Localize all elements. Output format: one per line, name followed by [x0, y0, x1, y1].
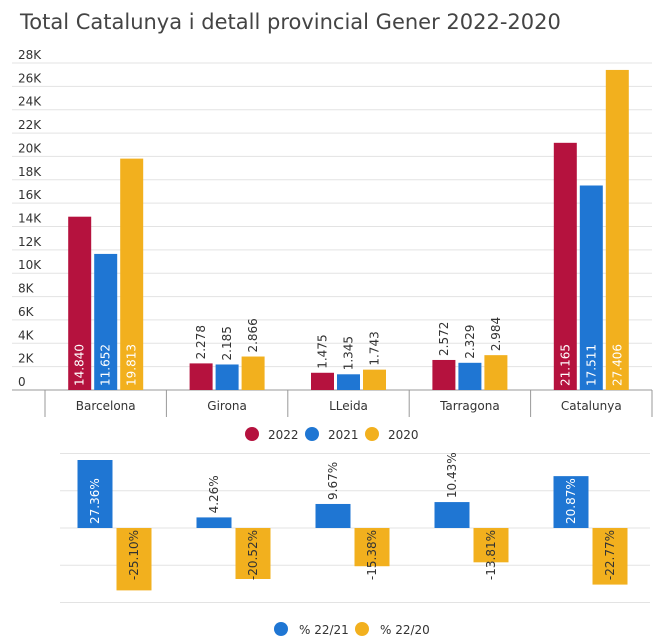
- legend-marker: [305, 427, 319, 441]
- data-label: 2.329: [463, 324, 477, 358]
- y-tick-label: 26K: [18, 71, 42, 85]
- bar-2021: [215, 364, 239, 390]
- bar-% 22/20: [116, 528, 152, 591]
- bar-% 22/21: [196, 517, 232, 528]
- y-tick-label: 16K: [18, 188, 42, 202]
- y-tick-label: 20K: [18, 141, 42, 155]
- data-label: 2.572: [437, 322, 451, 356]
- bar-2020: [605, 69, 629, 390]
- category-label: Tarragona: [439, 399, 500, 413]
- bar-2022: [68, 216, 92, 390]
- bar-2022: [189, 363, 213, 390]
- y-tick-label: 8K: [18, 282, 35, 296]
- bar-2020: [241, 356, 265, 390]
- bar-% 22/21: [315, 503, 351, 528]
- data-label: 19.813: [125, 344, 139, 386]
- data-label: -15.38%: [365, 530, 379, 580]
- bar-% 22/21: [553, 476, 589, 528]
- data-label: 4.26%: [207, 475, 221, 513]
- data-label: 27.406: [610, 344, 624, 386]
- chart-title: Total Catalunya i detall provincial Gene…: [20, 10, 561, 34]
- bar-% 22/21: [434, 502, 470, 528]
- data-label: 11.652: [99, 344, 113, 386]
- data-label: 1.475: [316, 334, 330, 368]
- y-tick-label: 28K: [18, 48, 42, 62]
- bar-2022: [311, 372, 334, 390]
- data-label: -13.81%: [484, 530, 498, 580]
- legend-marker: [245, 427, 259, 441]
- legend-label: 2020: [388, 428, 419, 442]
- legend-marker: [365, 427, 379, 441]
- y-tick-label: 22K: [18, 118, 42, 132]
- y-tick-label: 10K: [18, 258, 42, 272]
- provincial-totals-chart: 0 2K 4K 6K 8K 10K 12K 14K 16K 18K 20K 22K 24K 26K 28K B…: [12, 48, 653, 442]
- y-tick-label: 2K: [18, 352, 35, 366]
- bar-% 22/21: [77, 460, 113, 528]
- data-label: 14.840: [73, 344, 87, 386]
- y-tick-label: 24K: [18, 95, 42, 109]
- bar-2022: [553, 142, 577, 390]
- y-tick-label: 18K: [18, 165, 42, 179]
- category-label: Girona: [207, 399, 247, 413]
- bar-2020: [484, 355, 508, 390]
- bar-2020: [363, 369, 386, 390]
- data-label: 1.345: [342, 336, 356, 370]
- data-label: 17.511: [584, 344, 598, 386]
- legend-marker: [274, 622, 288, 636]
- data-label: 9.67%: [326, 462, 340, 500]
- bar-2022: [432, 359, 456, 390]
- bar-% 22/20: [354, 528, 390, 567]
- bar-2020: [120, 158, 144, 390]
- y-tick-label: 6K: [18, 305, 35, 319]
- legend-label: % 22/20: [380, 623, 430, 637]
- data-label: -22.77%: [603, 530, 617, 580]
- bar-2021: [458, 362, 482, 390]
- data-label: 2.185: [220, 326, 234, 360]
- bar-2021: [579, 185, 603, 390]
- data-label: 2.866: [246, 318, 260, 352]
- legend-label: 2021: [328, 428, 359, 442]
- legend-marker: [355, 622, 369, 636]
- category-label: LLeida: [329, 399, 368, 413]
- data-label: 20.87%: [564, 478, 578, 524]
- legend-label: % 22/21: [299, 623, 349, 637]
- category-label: Barcelona: [76, 399, 136, 413]
- y-tick-label: 0: [18, 375, 26, 389]
- bar-2021: [337, 374, 360, 390]
- data-label: 2.984: [489, 317, 503, 351]
- y-tick-label: 12K: [18, 235, 42, 249]
- data-label: 27.36%: [88, 478, 102, 524]
- data-label: -20.52%: [246, 530, 260, 580]
- legend-label: 2022: [268, 428, 299, 442]
- y-tick-label: 4K: [18, 328, 35, 342]
- category-label: Catalunya: [561, 399, 622, 413]
- bar-% 22/20: [235, 528, 271, 579]
- data-label: 10.43%: [445, 452, 459, 498]
- data-label: -25.10%: [127, 530, 141, 580]
- y-tick-label: 14K: [18, 212, 42, 226]
- data-label: 21.165: [558, 344, 572, 386]
- data-label: 1.743: [368, 331, 382, 365]
- bar-% 22/20: [592, 528, 628, 585]
- data-label: 2.278: [194, 325, 208, 359]
- bar-% 22/20: [473, 528, 509, 563]
- bar-2021: [94, 253, 118, 390]
